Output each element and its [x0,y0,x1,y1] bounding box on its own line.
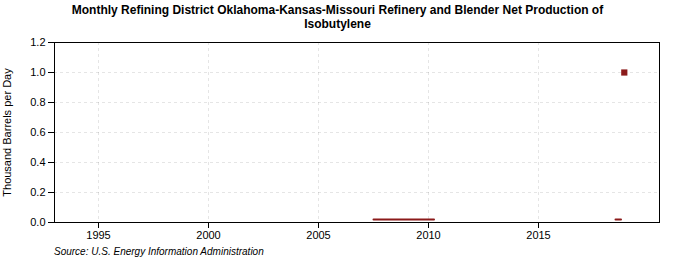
svg-text:2015: 2015 [526,229,550,241]
svg-text:2005: 2005 [306,229,330,241]
svg-text:1.2: 1.2 [30,36,45,48]
html-text:Source: U.S. Energy Informatio: Source: U.S. Energy Information Administ… [54,245,264,257]
svg-text:0.6: 0.6 [30,126,45,138]
svg-text:Thousand Barrels per Day: Thousand Barrels per Day [1,68,13,197]
svg-text:0.4: 0.4 [30,156,45,168]
svg-text:0.8: 0.8 [30,96,45,108]
svg-text:0.0: 0.0 [30,216,45,228]
svg-text:2010: 2010 [416,229,440,241]
svg-text:1.0: 1.0 [30,66,45,78]
svg-text:1995: 1995 [86,229,110,241]
svg-text:2000: 2000 [196,229,220,241]
html-text:Monthly Refining District Okla: Monthly Refining District Oklahoma-Kansa… [71,3,604,32]
svg-text:0.2: 0.2 [30,186,45,198]
